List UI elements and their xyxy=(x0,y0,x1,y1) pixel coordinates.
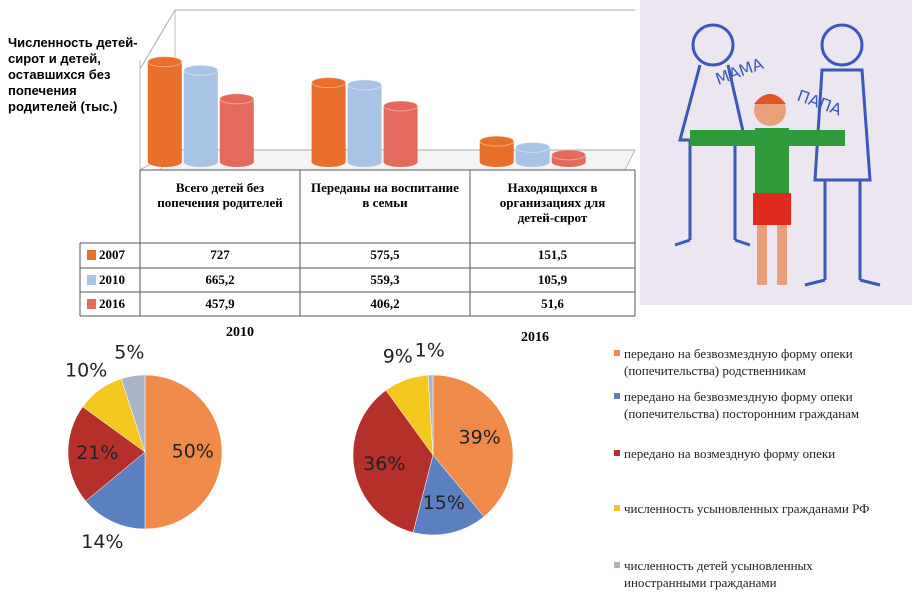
pie-label: 50% xyxy=(172,441,214,463)
pie-slice xyxy=(85,451,146,530)
bar-top xyxy=(219,93,255,105)
bar-bottom xyxy=(183,157,218,167)
legend-swatch xyxy=(87,275,96,285)
bar-top xyxy=(551,149,587,161)
bar-bottom xyxy=(147,157,182,167)
bar-bottom xyxy=(311,157,346,167)
bar-bottom xyxy=(479,157,514,167)
child-leg-l xyxy=(757,225,767,285)
pie-slice xyxy=(412,454,485,536)
table-value: 665,2 xyxy=(205,272,234,287)
pie-label: 5% xyxy=(114,342,144,364)
bar xyxy=(183,64,219,167)
pie-label: 9% xyxy=(383,346,413,368)
pie-title: 2010 xyxy=(226,325,254,340)
table-value: 406,2 xyxy=(370,296,399,311)
bar xyxy=(147,56,183,167)
pie-label: 36% xyxy=(363,453,405,475)
bar-body xyxy=(347,84,382,162)
legend-swatch xyxy=(614,350,620,356)
bar-top xyxy=(383,100,419,112)
pie-slice xyxy=(352,389,434,533)
table-value: 51,6 xyxy=(541,296,564,311)
table-value: 151,5 xyxy=(538,247,568,262)
table-header: Переданы на воспитание в семьи xyxy=(311,180,459,210)
table-header: Всего детей без попечения родителей xyxy=(157,180,283,210)
legend-label: 2016 xyxy=(99,296,126,311)
pie-title: 2016 xyxy=(521,330,549,345)
bar-top xyxy=(147,56,183,68)
bar-body xyxy=(183,70,218,162)
pie-label: 14% xyxy=(81,531,123,553)
bar-top xyxy=(479,135,515,147)
table-value: 559,3 xyxy=(370,272,400,287)
bar-top xyxy=(515,141,551,153)
pie-label: 1% xyxy=(415,340,445,362)
legend-label: 2007 xyxy=(99,247,126,262)
bar-body xyxy=(311,82,346,162)
pie-slice xyxy=(144,374,223,530)
legend-label: передано на безвозмездную форму опеки (п… xyxy=(624,346,853,378)
pie-slice xyxy=(67,406,146,502)
pie-label: 10% xyxy=(65,360,107,382)
mother-head xyxy=(691,23,735,67)
bar xyxy=(219,93,255,167)
grid-line xyxy=(139,9,635,70)
bar xyxy=(515,141,551,167)
bar-top xyxy=(183,64,219,76)
legend-swatch xyxy=(614,505,620,511)
bar xyxy=(347,79,383,167)
bar-bottom xyxy=(347,157,382,167)
bar-body xyxy=(219,98,254,162)
bar xyxy=(479,135,515,167)
legend-label: передано на возмездную форму опеки xyxy=(624,446,836,461)
bar-body xyxy=(147,61,182,163)
pie-slice xyxy=(432,374,514,517)
father-body xyxy=(804,68,881,287)
legend-label: численность детей усыновленных иностранн… xyxy=(624,558,813,590)
bar-top xyxy=(311,77,347,89)
table-value: 575,5 xyxy=(370,247,400,262)
bar-bottom xyxy=(383,157,418,167)
child-shorts xyxy=(753,193,791,225)
pie-label: 39% xyxy=(459,427,501,449)
bar xyxy=(383,100,419,167)
legend-label: передано на безвозмездную форму опеки (п… xyxy=(624,389,860,421)
child-leg-r xyxy=(777,225,787,285)
bar-bottom xyxy=(551,157,586,167)
legend-swatch xyxy=(614,562,620,568)
child-body xyxy=(755,128,789,193)
legend-swatch xyxy=(614,450,620,456)
bar-bottom xyxy=(515,157,550,167)
chart-title: Численность детей-сирот и детей, оставши… xyxy=(8,35,138,114)
bar xyxy=(311,77,347,167)
pie-label: 15% xyxy=(423,492,465,514)
table-value: 727 xyxy=(210,247,230,262)
bar-bottom xyxy=(219,157,254,167)
legend-label: 2010 xyxy=(99,272,125,287)
table-header: Находящихся в организациях для детей-сир… xyxy=(499,180,606,225)
bar-body xyxy=(383,105,418,162)
legend-swatch xyxy=(87,299,96,309)
legend-label: численность усыновленных гражданами РФ xyxy=(624,501,870,516)
bar-body xyxy=(479,141,514,162)
pie-slice xyxy=(120,374,146,453)
bar xyxy=(551,149,587,167)
bar-top xyxy=(347,79,383,91)
table-value: 457,9 xyxy=(205,296,235,311)
legend-swatch xyxy=(87,250,96,260)
child-hair xyxy=(754,94,786,104)
legend-swatch xyxy=(614,393,620,399)
father-head xyxy=(820,23,864,67)
table-value: 105,9 xyxy=(538,272,568,287)
pie-label: 21% xyxy=(76,442,118,464)
pie-slice xyxy=(427,374,434,456)
